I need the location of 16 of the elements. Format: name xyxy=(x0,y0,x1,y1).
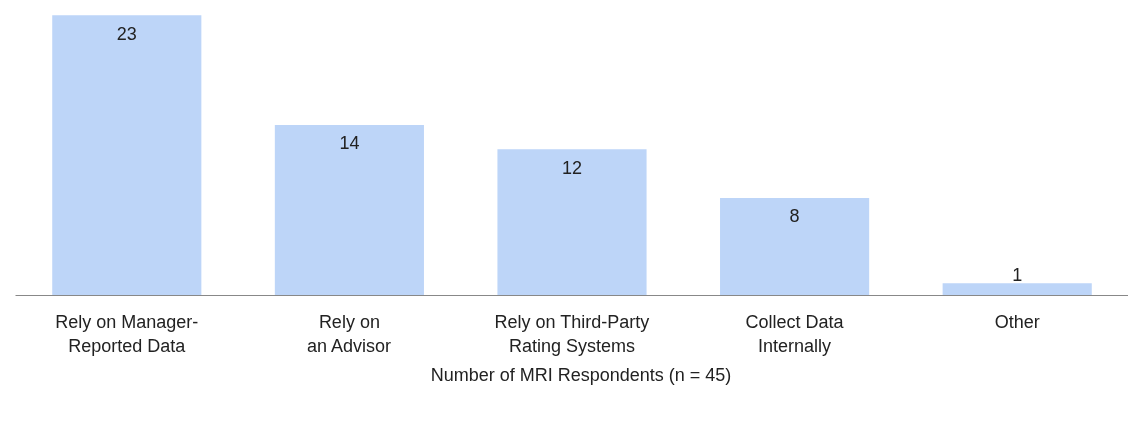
x-tick-label: Rely on an Advisor xyxy=(306,311,391,356)
bar xyxy=(52,15,202,296)
data-label: 12 xyxy=(561,157,583,178)
x-tick-label: Other xyxy=(994,311,1040,332)
text: Number of MRI Respondents (n = 45) xyxy=(430,364,732,386)
x-tick-label: Rely on Manager- Reported Data xyxy=(55,311,199,356)
data-label: 14 xyxy=(339,133,360,154)
bar xyxy=(274,124,424,296)
data-label: 8 xyxy=(789,206,800,227)
bar xyxy=(942,283,1092,296)
bar xyxy=(720,198,870,296)
data-label: 1 xyxy=(1012,264,1023,285)
data-label: 23 xyxy=(116,23,137,44)
bar xyxy=(497,149,647,296)
x-tick-label: Collect Data Internally xyxy=(745,311,845,356)
x-tick-label: Rely on Third-Party Rating Systems xyxy=(494,311,650,356)
